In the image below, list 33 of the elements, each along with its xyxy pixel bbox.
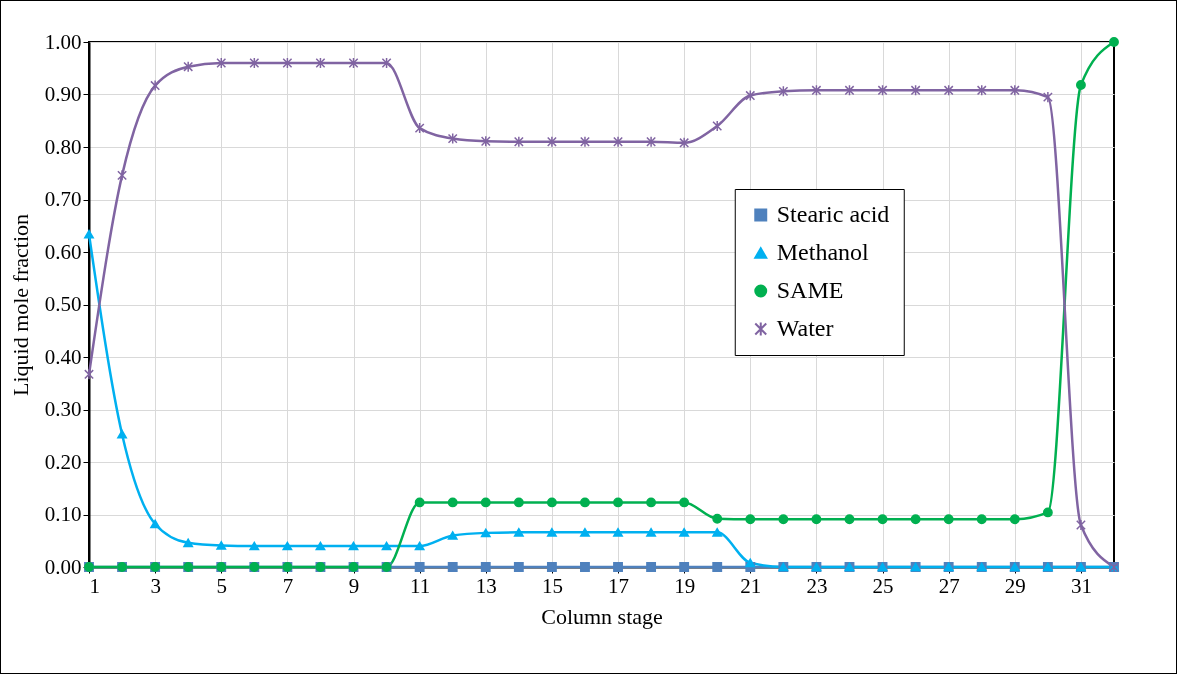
x-tick-label: 3 bbox=[150, 573, 161, 598]
x-tick-label: 15 bbox=[541, 573, 563, 598]
y-tick-label: 0.20 bbox=[44, 449, 82, 474]
y-tick-label: 0.90 bbox=[44, 82, 82, 106]
legend-label: Methanol bbox=[776, 239, 870, 265]
y-tick-label: 0.40 bbox=[44, 344, 82, 369]
y-tick-label: 0.50 bbox=[44, 292, 82, 316]
legend-label: SAME bbox=[776, 277, 844, 303]
legend-label: Stearic acid bbox=[776, 201, 890, 227]
x-tick-label: 13 bbox=[475, 573, 497, 598]
y-tick-label: 0.30 bbox=[44, 397, 82, 421]
legend-label: Water bbox=[776, 315, 834, 341]
y-tick-label: 0.10 bbox=[44, 502, 82, 526]
x-tick-label: 5 bbox=[216, 573, 228, 598]
y-tick-label: 0.60 bbox=[44, 239, 82, 264]
x-tick-label: 27 bbox=[938, 573, 960, 598]
y-tick-label: 0.70 bbox=[44, 187, 82, 211]
y-tick-label: 0.00 bbox=[44, 554, 82, 579]
x-axis-title: Column stage bbox=[541, 603, 663, 629]
x-tick-label: 19 bbox=[674, 573, 696, 598]
x-tick-label: 23 bbox=[806, 573, 828, 598]
y-tick-label: 1.00 bbox=[44, 29, 82, 54]
x-tick-label: 1 bbox=[89, 573, 100, 598]
x-tick-label: 9 bbox=[348, 573, 360, 598]
x-tick-label: 31 bbox=[1070, 573, 1092, 598]
x-tick-label: 7 bbox=[282, 573, 294, 598]
x-tick-label: 29 bbox=[1004, 573, 1026, 598]
y-tick-label: 0.80 bbox=[44, 134, 82, 159]
x-tick-label: 25 bbox=[872, 573, 894, 598]
x-tick-label: 11 bbox=[410, 573, 431, 598]
x-tick-label: 17 bbox=[608, 573, 630, 598]
x-tick-label: 21 bbox=[740, 573, 762, 598]
y-axis-title: Liquid mole fraction bbox=[7, 213, 33, 397]
